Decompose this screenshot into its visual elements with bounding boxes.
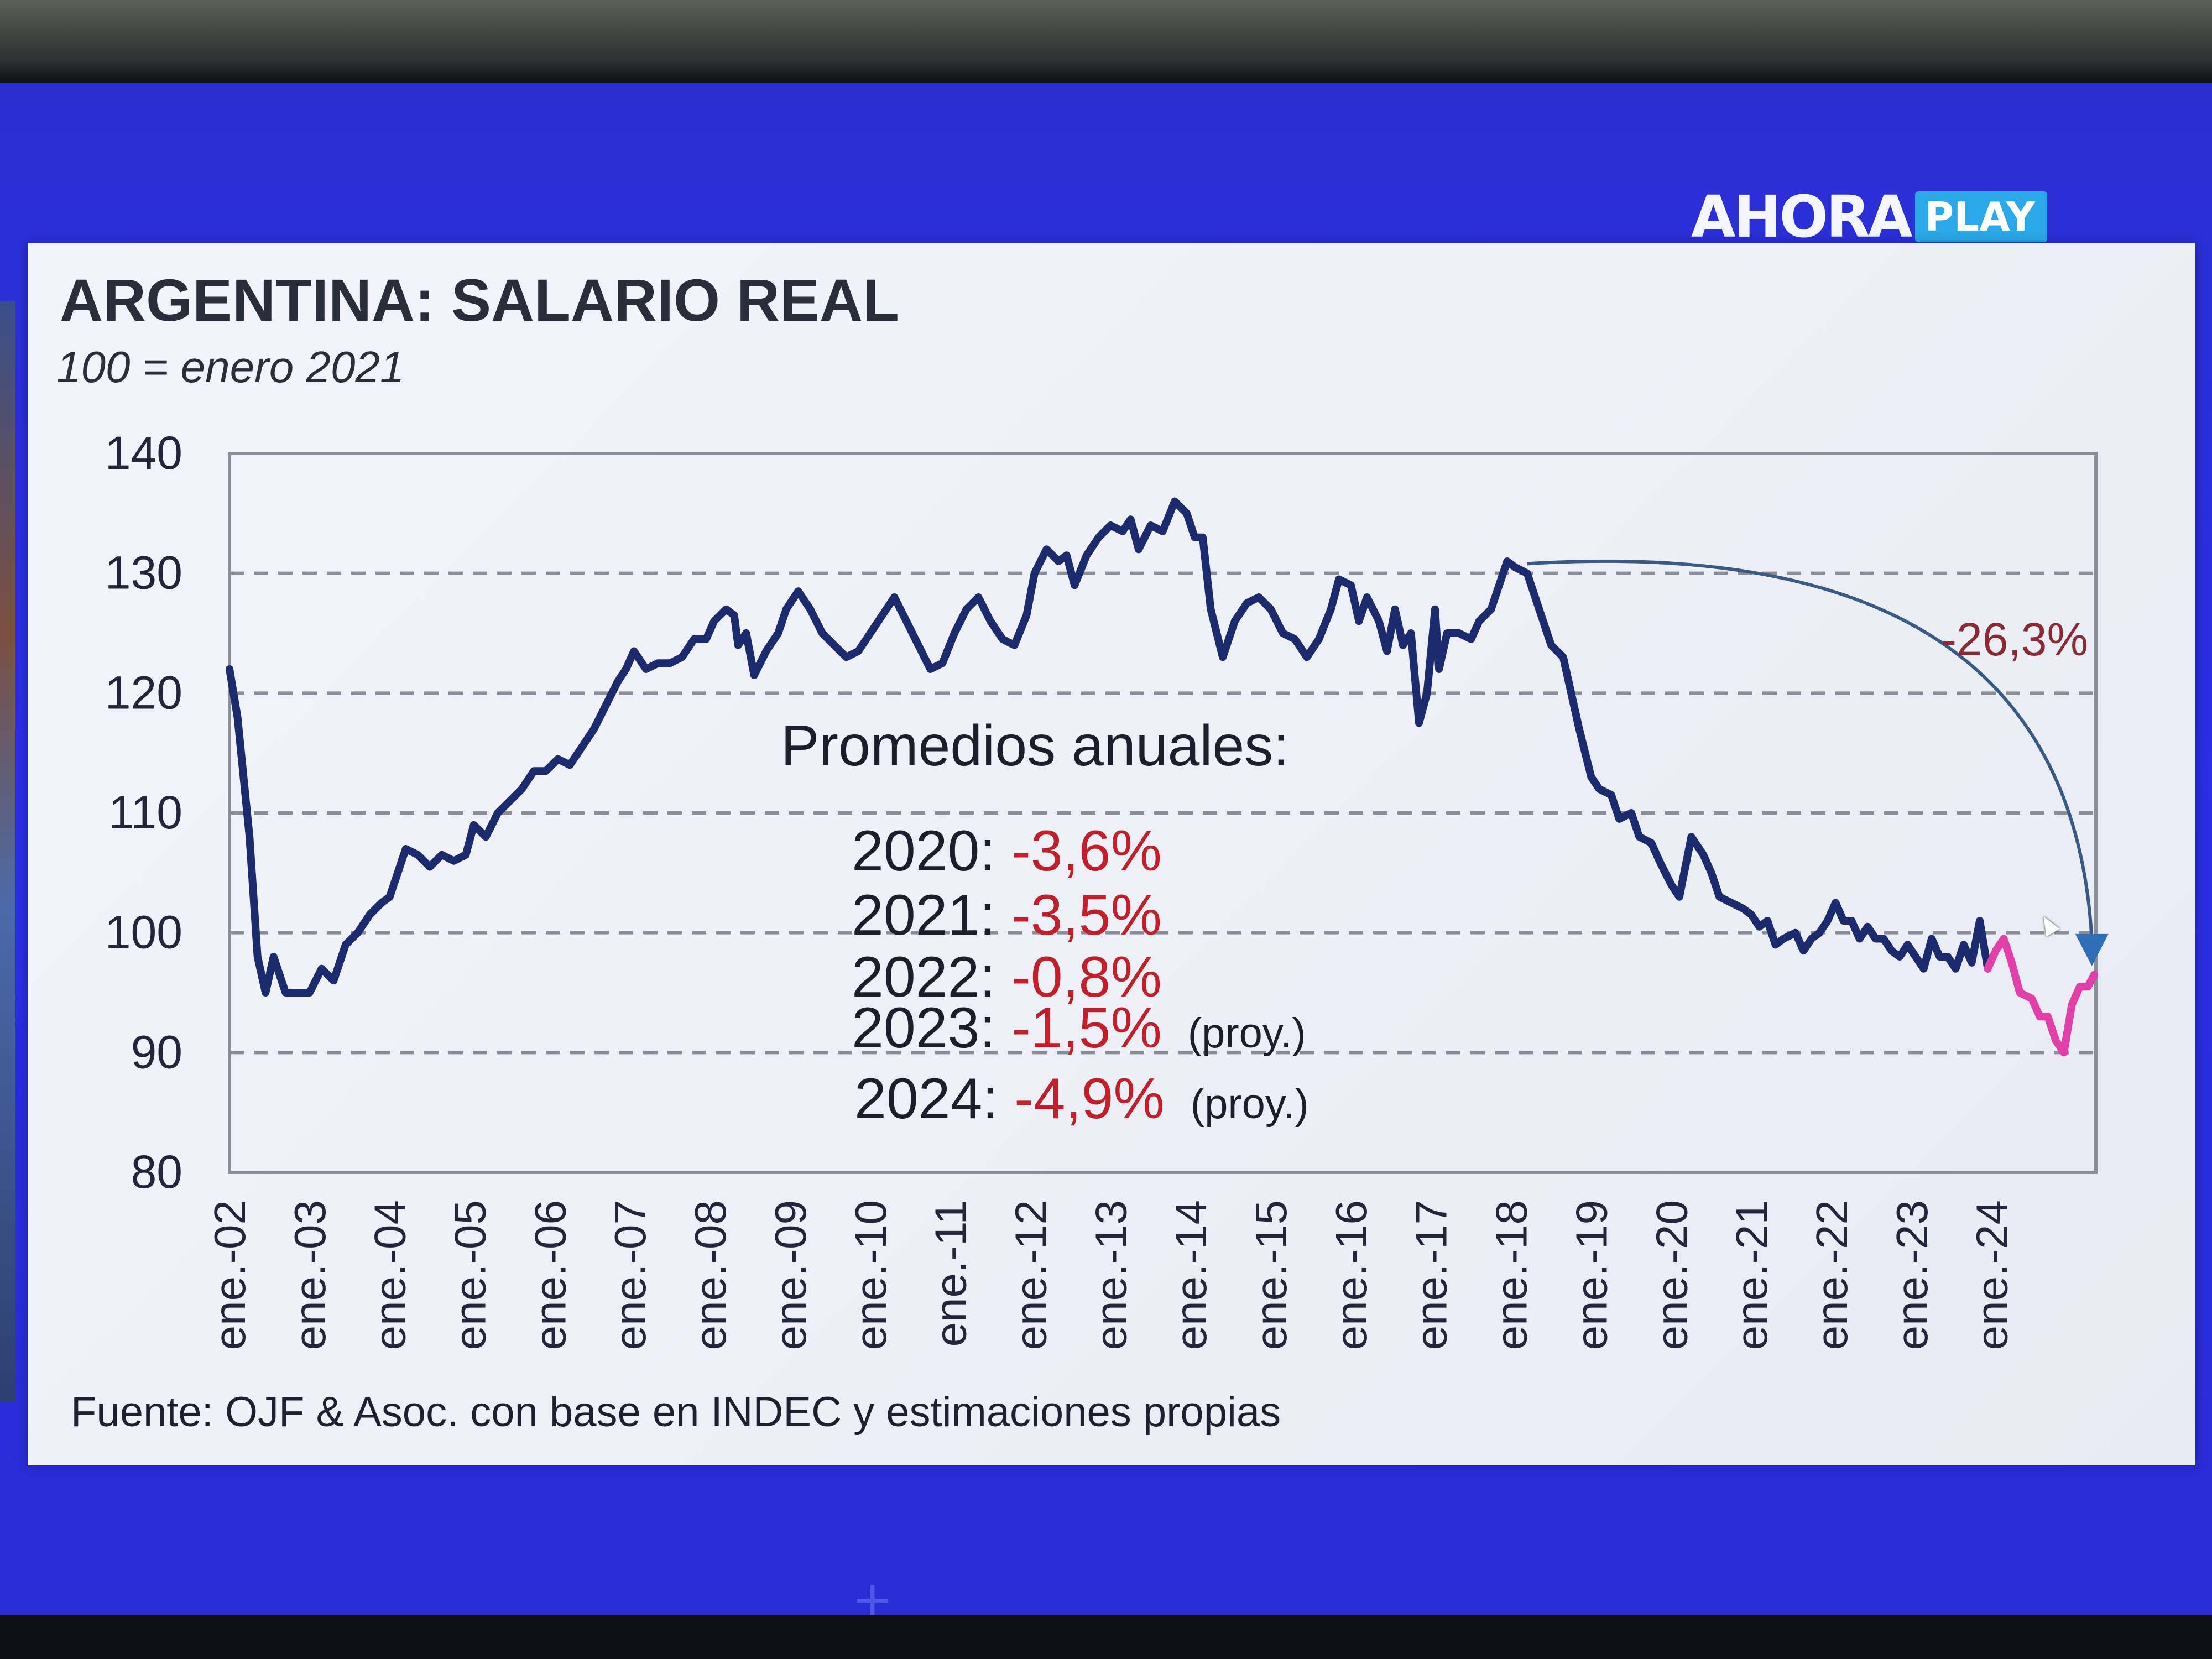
x-tick-label: ene.-10 <box>846 1200 895 1350</box>
annual-average-year: 2021: <box>852 883 996 947</box>
annual-average-year: 2023: <box>852 996 996 1060</box>
decline-annotation: -26,3% <box>1527 559 2109 966</box>
x-tick-label: ene.-16 <box>1327 1200 1376 1350</box>
annual-average-value: -0,8% <box>1011 945 1162 1009</box>
decline-label: -26,3% <box>1941 613 2088 665</box>
annual-average-row: 2023: -1,5% (proy.) <box>852 995 1306 1061</box>
annual-average-year: 2020: <box>852 819 996 883</box>
y-tick-label: 80 <box>131 1146 182 1198</box>
x-tick-label: ene.-13 <box>1086 1200 1135 1350</box>
chart-title: ARGENTINA: SALARIO REAL <box>60 267 899 333</box>
tv-bezel-top <box>0 0 2212 83</box>
logo-play-badge: PLAY <box>1914 191 2048 242</box>
plus-icon: + <box>852 1571 894 1615</box>
x-tick-label: ene.-23 <box>1887 1200 1937 1350</box>
annual-average-row: 2020: -3,6% <box>852 818 1162 884</box>
annual-average-value: -3,5% <box>1011 883 1162 947</box>
x-tick-label: ene.-07 <box>606 1200 655 1350</box>
x-tick-label: ene.-12 <box>1006 1200 1055 1350</box>
background-strip <box>0 301 15 1402</box>
x-tick-label: ene.-20 <box>1647 1200 1696 1350</box>
annual-average-note: (proy.) <box>1190 1081 1309 1128</box>
series-lines <box>226 497 2099 1057</box>
y-axis-ticks: 80 90 100 110 120 130 140 <box>105 427 182 1198</box>
x-tick-label: ene.-05 <box>446 1200 495 1350</box>
ahora-play-logo: AHORA PLAY <box>1691 183 2048 251</box>
annual-average-row: 2024: -4,9% (proy.) <box>854 1066 1309 1132</box>
decline-arrow-head <box>2075 933 2109 966</box>
x-tick-label: ene.-15 <box>1246 1200 1296 1350</box>
projection-series-line <box>1984 935 2099 1057</box>
x-tick-label: ene.-09 <box>766 1200 815 1350</box>
logo-ahora-text: AHORA <box>1691 183 1913 251</box>
y-tick-label: 140 <box>105 427 182 479</box>
x-tick-label: ene.-22 <box>1807 1200 1856 1350</box>
annual-average-row: 2022: -0,8% <box>852 945 1162 1010</box>
annual-averages-heading: Promedios anuales: <box>781 714 1290 778</box>
chart-slide <box>28 243 2195 1465</box>
annual-average-value: -1,5% <box>1011 996 1162 1060</box>
grid-lines <box>229 571 2096 1055</box>
annual-average-row: 2021: -3,5% <box>852 883 1162 948</box>
tv-bezel-bottom <box>0 1615 2212 1659</box>
x-tick-label: ene.-18 <box>1487 1200 1536 1350</box>
annual-average-note: (proy.) <box>1187 1010 1306 1057</box>
y-tick-label: 130 <box>105 547 182 599</box>
x-axis-ticks: ene.-02 ene.-03 ene.-04 ene.-05 ene.-06 ene.-… <box>205 1200 2017 1350</box>
x-tick-label: ene.-21 <box>1727 1200 1776 1350</box>
x-tick-label: ene.-03 <box>285 1200 335 1350</box>
x-tick-label: ene.-14 <box>1166 1200 1215 1350</box>
y-tick-label: 90 <box>131 1026 182 1078</box>
x-tick-label: ene.-06 <box>525 1200 575 1350</box>
annual-average-value: -4,9% <box>1014 1067 1165 1131</box>
x-tick-label: ene.-24 <box>1968 1200 2017 1350</box>
y-tick-label: 110 <box>108 786 182 838</box>
y-tick-label: 100 <box>105 906 182 958</box>
chart-source: Fuente: OJF & Asoc. con base en INDEC y … <box>71 1389 1281 1436</box>
annual-average-value: -3,6% <box>1011 819 1162 883</box>
x-tick-label: ene.-17 <box>1407 1200 1456 1350</box>
x-tick-label: ene.-08 <box>686 1200 735 1350</box>
chart-subtitle: 100 = enero 2021 <box>56 342 405 392</box>
x-tick-label: ene.-11 <box>926 1200 975 1347</box>
decline-arrow-curve <box>1527 559 2094 941</box>
salario-real-series-line <box>226 497 1992 997</box>
y-tick-label: 120 <box>105 666 182 718</box>
x-tick-label: ene.-04 <box>366 1200 415 1350</box>
annual-average-year: 2024: <box>854 1067 999 1131</box>
x-tick-label: ene.-02 <box>205 1200 254 1350</box>
annual-average-year: 2022: <box>852 945 996 1009</box>
x-tick-label: ene.-19 <box>1567 1200 1616 1350</box>
